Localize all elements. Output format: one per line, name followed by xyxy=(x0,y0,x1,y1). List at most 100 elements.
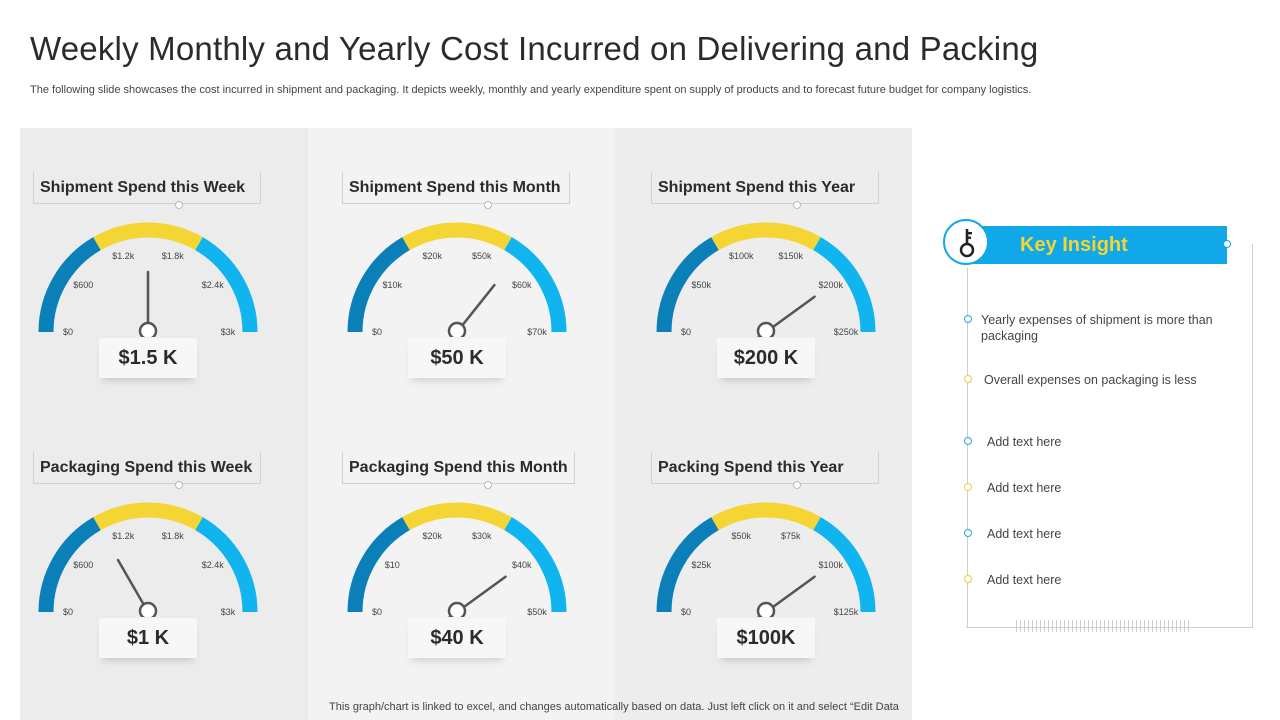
gauge-tick-label: $1.8k xyxy=(162,251,185,261)
gauge-arc-high xyxy=(195,237,258,333)
gauge-value: $50 K xyxy=(408,338,506,378)
gauge-tick-label: $40k xyxy=(512,560,532,570)
gauge-hub xyxy=(756,601,776,617)
gauge-arc-mid xyxy=(93,502,203,531)
gauge-2: Shipment Spend this Month $0 $10k $20k $50k $… xyxy=(342,172,642,412)
gauge-tick-label: $100k xyxy=(818,560,843,570)
gauge-tick-label: $1.8k xyxy=(162,531,185,541)
insight-item-2: Overall expenses on packaging is less xyxy=(984,373,1197,387)
gauge-title-dot xyxy=(793,201,801,209)
gauge-tick-label: $1.2k xyxy=(112,531,135,541)
gauge-tick-label: $50k xyxy=(472,251,492,261)
gauge-tick-label: $60k xyxy=(512,280,532,290)
gauge-hub xyxy=(138,321,158,337)
gauge-title-dot xyxy=(793,481,801,489)
insight-timeline xyxy=(967,268,968,627)
gauge-arc-high xyxy=(813,517,876,613)
gauge-tick-label: $0 xyxy=(63,327,73,337)
gauge-arc-mid xyxy=(402,222,512,251)
gauge-tick-label: $50k xyxy=(527,607,547,617)
insight-item-6: Add text here xyxy=(987,573,1062,587)
gauge-tick-label: $20k xyxy=(423,531,443,541)
gauge-arc-low xyxy=(347,237,410,333)
insight-bullet-6 xyxy=(964,575,972,583)
gauge-tick-label: $250k xyxy=(834,327,859,337)
gauge-dial: $0 $10k $20k $50k $60k $70k xyxy=(347,222,567,337)
gauge-arc-high xyxy=(504,517,567,613)
gauge-title: Packaging Spend this Week xyxy=(33,452,261,484)
gauge-tick-label: $10 xyxy=(385,560,400,570)
gauge-title: Packaging Spend this Month xyxy=(342,452,575,484)
gauge-tick-label: $150k xyxy=(778,251,803,261)
gauge-tick-label: $20k xyxy=(423,251,443,261)
insight-bullet-1 xyxy=(964,315,972,323)
gauge-1: Shipment Spend this Week $0 $600 $1.2k $1.8k… xyxy=(33,172,333,412)
gauge-arc-low xyxy=(656,237,719,333)
insight-bullet-5 xyxy=(964,529,972,537)
gauge-tick-label: $1.2k xyxy=(112,251,135,261)
gauge-tick-label: $100k xyxy=(729,251,754,261)
gauge-arc-high xyxy=(813,237,876,333)
gauge-arc-mid xyxy=(711,502,821,531)
gauge-tick-label: $25k xyxy=(692,560,712,570)
gauge-tick-label: $50k xyxy=(732,531,752,541)
decorative-hatch xyxy=(1016,620,1190,632)
gauge-dial: $0 $10 $20k $30k $40k $50k xyxy=(347,502,567,617)
page-subtitle: The following slide showcases the cost i… xyxy=(30,84,1032,96)
gauge-tick-label: $0 xyxy=(681,607,691,617)
gauge-value: $100K xyxy=(717,618,815,658)
gauge-tick-label: $50k xyxy=(692,280,712,290)
gauge-arc-mid xyxy=(402,502,512,531)
gauge-value: $1 K xyxy=(99,618,197,658)
gauge-value: $40 K xyxy=(408,618,506,658)
footer-note: This graph/chart is linked to excel, and… xyxy=(329,701,899,713)
gauge-dial: $0 $25k $50k $75k $100k $125k xyxy=(656,502,876,617)
gauge-tick-label: $600 xyxy=(73,560,93,570)
insight-item-5: Add text here xyxy=(987,527,1062,541)
gauge-title-dot xyxy=(175,481,183,489)
insight-bullet-4 xyxy=(964,483,972,491)
gauge-title: Shipment Spend this Month xyxy=(342,172,570,204)
gauge-3: Shipment Spend this Year $0 $50k $100k $150k… xyxy=(651,172,951,412)
gauge-4: Packaging Spend this Week $0 $600 $1.2k $1.8… xyxy=(33,452,333,692)
gauge-arc-low xyxy=(38,237,101,333)
gauge-5: Packaging Spend this Month $0 $10 $20k $30k $… xyxy=(342,452,642,692)
gauge-dial: $0 $50k $100k $150k $200k $250k xyxy=(656,222,876,337)
gauge-tick-label: $75k xyxy=(781,531,801,541)
gauge-title-dot xyxy=(484,201,492,209)
gauge-tick-label: $3k xyxy=(221,327,236,337)
gauge-tick-label: $10k xyxy=(383,280,403,290)
gauge-tick-label: $30k xyxy=(472,531,492,541)
gauge-hub xyxy=(756,321,776,337)
gauge-value: $200 K xyxy=(717,338,815,378)
gauge-value: $1.5 K xyxy=(99,338,197,378)
gauge-tick-label: $2.4k xyxy=(202,280,225,290)
gauge-dial: $0 $600 $1.2k $1.8k $2.4k $3k xyxy=(38,222,258,337)
gauge-tick-label: $125k xyxy=(834,607,859,617)
page-title: Weekly Monthly and Yearly Cost Incurred … xyxy=(30,30,1039,67)
gauge-tick-label: $2.4k xyxy=(202,560,225,570)
gauge-tick-label: $0 xyxy=(63,607,73,617)
gauge-arc-low xyxy=(656,517,719,613)
gauge-arc-high xyxy=(504,237,567,333)
key-icon xyxy=(943,219,989,265)
gauge-tick-label: $70k xyxy=(527,327,547,337)
gauge-tick-label: $600 xyxy=(73,280,93,290)
gauge-hub xyxy=(447,601,467,617)
gauge-arc-low xyxy=(38,517,101,613)
gauge-title: Packing Spend this Year xyxy=(651,452,879,484)
insight-item-3: Add text here xyxy=(987,435,1062,449)
insight-title: Key Insight xyxy=(1020,234,1128,256)
gauge-tick-label: $200k xyxy=(818,280,843,290)
gauge-tick-label: $3k xyxy=(221,607,236,617)
gauge-tick-label: $0 xyxy=(372,607,382,617)
gauge-title-dot xyxy=(175,201,183,209)
insight-bar-end-dot xyxy=(1223,240,1231,248)
gauge-arc-high xyxy=(195,517,258,613)
insight-item-4: Add text here xyxy=(987,481,1062,495)
gauge-tick-label: $0 xyxy=(372,327,382,337)
insight-item-1: Yearly expenses of shipment is more than… xyxy=(981,313,1213,343)
insight-bullet-3 xyxy=(964,437,972,445)
gauge-arc-mid xyxy=(711,222,821,251)
gauge-arc-mid xyxy=(93,222,203,251)
